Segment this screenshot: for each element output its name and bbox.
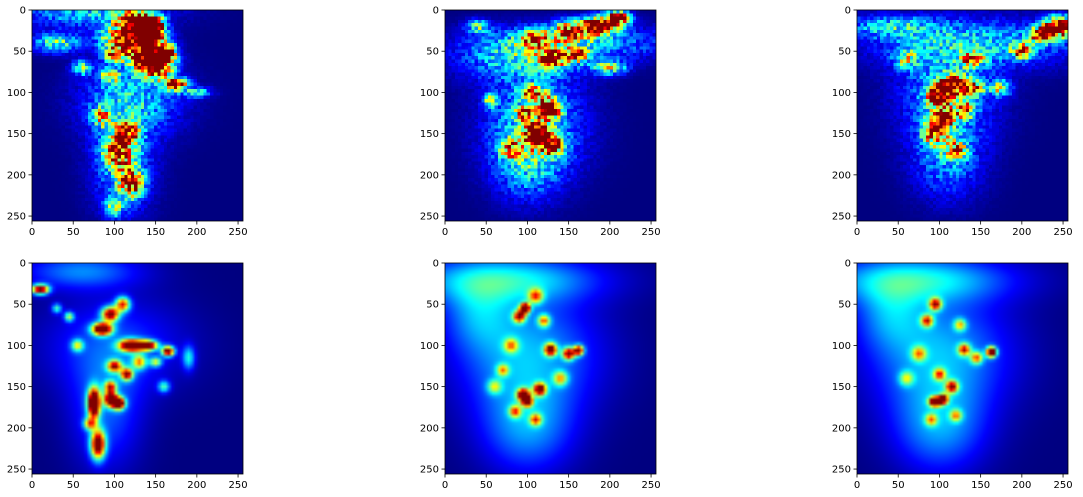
y-tick-label: 150 (420, 382, 439, 393)
y-tick-label: 150 (832, 382, 851, 393)
y-tick-label: 50 (838, 47, 851, 58)
x-tick-label: 50 (480, 480, 493, 491)
y-tick-label: 200 (832, 170, 851, 181)
y-tick-label: 200 (7, 423, 26, 434)
panel-frame (856, 9, 1069, 222)
x-tick-label: 250 (642, 227, 661, 238)
x-tick-label: 50 (67, 480, 80, 491)
heatmap-image-bottom-right (857, 263, 1068, 474)
y-tick-label: 250 (420, 212, 439, 223)
x-tick-label: 250 (1054, 480, 1073, 491)
x-tick-label: 50 (480, 227, 493, 238)
y-tick-label: 250 (832, 212, 851, 223)
x-tick-label: 100 (105, 480, 124, 491)
y-tick-label: 50 (838, 300, 851, 311)
x-tick-label: 0 (854, 480, 860, 491)
y-tick-label: 250 (7, 212, 26, 223)
x-tick-label: 100 (930, 480, 949, 491)
x-tick-label: 250 (229, 480, 248, 491)
y-tick-label: 100 (7, 341, 26, 352)
y-tick-label: 150 (7, 382, 26, 393)
y-tick-label: 0 (20, 259, 26, 270)
x-tick-label: 100 (518, 227, 537, 238)
x-tick-label: 50 (892, 480, 905, 491)
y-tick-label: 100 (420, 88, 439, 99)
y-tick-label: 0 (433, 6, 439, 17)
x-tick-label: 50 (892, 227, 905, 238)
x-tick-label: 150 (146, 480, 165, 491)
x-tick-label: 0 (854, 227, 860, 238)
heatmap-image-bottom-middle (445, 263, 656, 474)
x-tick-label: 0 (29, 480, 35, 491)
x-tick-label: 200 (1012, 227, 1031, 238)
x-tick-label: 150 (971, 227, 990, 238)
x-tick-label: 150 (146, 227, 165, 238)
x-tick-label: 250 (1054, 227, 1073, 238)
heatmap-image-bottom-left (32, 263, 243, 474)
x-tick-label: 50 (67, 227, 80, 238)
y-tick-label: 50 (426, 47, 439, 58)
heatmap-image-top-middle (445, 10, 656, 221)
x-tick-label: 0 (442, 227, 448, 238)
y-tick-label: 150 (420, 129, 439, 140)
y-tick-label: 0 (845, 259, 851, 270)
y-tick-label: 250 (832, 465, 851, 476)
x-tick-label: 250 (229, 227, 248, 238)
x-tick-label: 100 (518, 480, 537, 491)
panel-frame (31, 9, 244, 222)
y-tick-label: 100 (420, 341, 439, 352)
x-tick-label: 250 (642, 480, 661, 491)
y-tick-label: 0 (20, 6, 26, 17)
y-tick-label: 0 (433, 259, 439, 270)
y-tick-label: 200 (832, 423, 851, 434)
y-tick-label: 150 (832, 129, 851, 140)
x-tick-label: 200 (187, 480, 206, 491)
x-tick-label: 200 (600, 480, 619, 491)
x-tick-label: 0 (29, 227, 35, 238)
y-tick-label: 200 (7, 170, 26, 181)
y-tick-label: 250 (420, 465, 439, 476)
panel-frame (31, 262, 244, 475)
y-tick-label: 200 (420, 423, 439, 434)
panel-frame (444, 9, 657, 222)
y-tick-label: 100 (832, 341, 851, 352)
panel-frame (856, 262, 1069, 475)
y-tick-label: 200 (420, 170, 439, 181)
x-tick-label: 150 (559, 227, 578, 238)
y-tick-label: 150 (7, 129, 26, 140)
x-tick-label: 100 (930, 227, 949, 238)
panel-frame (444, 262, 657, 475)
heatmap-image-top-left (32, 10, 243, 221)
x-tick-label: 0 (442, 480, 448, 491)
y-tick-label: 100 (7, 88, 26, 99)
heatmap-image-top-right (857, 10, 1068, 221)
y-tick-label: 0 (845, 6, 851, 17)
x-tick-label: 100 (105, 227, 124, 238)
x-tick-label: 150 (559, 480, 578, 491)
y-tick-label: 50 (13, 47, 26, 58)
y-tick-label: 100 (832, 88, 851, 99)
y-tick-label: 50 (426, 300, 439, 311)
y-tick-label: 50 (13, 300, 26, 311)
x-tick-label: 150 (971, 480, 990, 491)
y-tick-label: 250 (7, 465, 26, 476)
x-tick-label: 200 (600, 227, 619, 238)
x-tick-label: 200 (1012, 480, 1031, 491)
x-tick-label: 200 (187, 227, 206, 238)
